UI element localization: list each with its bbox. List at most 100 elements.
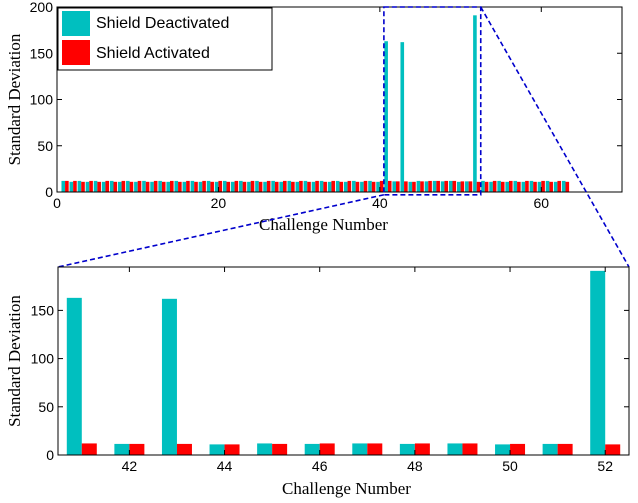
overview-bar-deactivated (247, 181, 251, 192)
overview-bar-deactivated (481, 180, 485, 192)
overview-bar-deactivated (513, 180, 518, 192)
overview-bar-deactivated (400, 42, 405, 193)
zoomed-y-axis-label: Standard Deviation (5, 295, 24, 427)
overview-bars (61, 15, 570, 193)
overview-bar-deactivated (327, 181, 332, 192)
overview-bar-activated (178, 181, 182, 192)
zoomed-bar-deactivated (257, 443, 273, 455)
overview-bar-deactivated (448, 180, 453, 192)
overview-bar-deactivated (311, 181, 316, 192)
overview-bar-deactivated (521, 181, 526, 192)
overview-bar-deactivated (456, 181, 461, 192)
overview-bar-activated (452, 180, 457, 192)
overview-bar-activated (97, 181, 101, 192)
zoomed-bar-deactivated (399, 443, 415, 455)
overview-bar-activated (541, 180, 545, 192)
overview-y-tick-label: 150 (30, 45, 54, 61)
overview-bar-deactivated (206, 180, 211, 192)
overview-bar-activated (557, 180, 562, 192)
zoomed-bar-activated (224, 444, 240, 455)
overview-bar-activated (420, 181, 424, 192)
overview-bar-activated (517, 181, 521, 192)
overview-bar-deactivated (553, 181, 558, 192)
overview-bar-deactivated (319, 180, 324, 192)
overview-bar-deactivated (77, 180, 82, 192)
overview-bar-activated (371, 181, 376, 192)
overview-bar-activated (533, 181, 537, 192)
overview-bar-deactivated (109, 180, 114, 192)
overview-bar-deactivated (295, 181, 300, 192)
overview-bar-deactivated (271, 180, 275, 192)
overview-bar-activated (81, 181, 85, 192)
overview-bar-deactivated (190, 180, 195, 192)
overview-bar-activated (89, 180, 93, 192)
zoomed-bar-activated (367, 443, 383, 455)
overview-bar-activated (153, 180, 158, 192)
overview-bar-activated (436, 180, 440, 192)
overview-bar-activated (145, 181, 150, 192)
legend-swatch-shield-deactivated (62, 11, 90, 36)
overview-bar-deactivated (174, 180, 179, 192)
overview-chart: 0 20 40 60 0 50 100 150 200 Challenge Number Sta… (5, 0, 623, 234)
overview-bar-deactivated (279, 181, 283, 192)
overview-bar-deactivated (489, 181, 493, 192)
overview-x-tick-label: 40 (372, 195, 388, 211)
overview-bar-activated (161, 181, 166, 192)
overview-bar-deactivated (408, 181, 413, 192)
overview-bar-activated (460, 181, 465, 192)
overview-bar-activated (299, 180, 303, 192)
zoomed-bar-activated (81, 443, 97, 455)
overview-bar-activated (258, 181, 263, 192)
overview-bar-activated (194, 181, 198, 192)
overview-bar-activated (444, 180, 449, 192)
overview-bar-deactivated (255, 180, 259, 192)
overview-bar-activated (468, 181, 473, 192)
overview-bar-deactivated (392, 181, 396, 192)
overview-bar-activated (476, 181, 481, 192)
zoomed-bar-deactivated (495, 444, 511, 455)
overview-bar-activated (137, 180, 142, 192)
overview-bar-activated (323, 181, 327, 192)
overview-bar-deactivated (416, 180, 421, 192)
overview-bar-deactivated (182, 181, 187, 192)
zoomed-bar-activated (557, 443, 573, 455)
overview-y-tick-label: 50 (37, 138, 53, 154)
zoomed-bar-deactivated (66, 297, 82, 455)
overview-bar-deactivated (85, 181, 90, 192)
overview-bar-deactivated (287, 180, 292, 192)
zoomed-bar-activated (462, 443, 478, 455)
overview-bar-deactivated (150, 181, 154, 192)
overview-bar-activated (234, 180, 239, 192)
overview-bar-deactivated (465, 181, 469, 192)
overview-bar-deactivated (384, 41, 388, 192)
overview-bar-activated (509, 180, 513, 192)
overview-bar-activated (242, 181, 247, 192)
zoomed-bar-deactivated (304, 443, 320, 455)
overview-y-tick-label: 0 (45, 184, 53, 200)
overview-y-tick-label: 100 (30, 92, 54, 108)
overview-bar-activated (105, 180, 110, 192)
zoomed-bar-activated (510, 443, 526, 455)
zoomed-bar-deactivated (209, 444, 225, 455)
legend: Shield Deactivated Shield Activated (57, 7, 273, 71)
overview-bar-deactivated (117, 181, 122, 192)
overview-bar-activated (492, 180, 497, 192)
zoomed-x-tick-label: 42 (122, 458, 138, 474)
zoomed-bar-deactivated (590, 270, 606, 455)
zoomed-bar-deactivated (447, 443, 463, 455)
zoomed-ticks: 42 44 46 48 50 52 0 50 100 150 (31, 267, 629, 474)
overview-bar-activated (549, 181, 553, 192)
zoomed-bar-activated (129, 443, 145, 455)
overview-bar-deactivated (214, 181, 219, 192)
zoomed-bar-activated (176, 443, 192, 455)
overview-x-tick-label: 60 (533, 195, 549, 211)
zoomed-bar-deactivated (542, 443, 558, 455)
overview-bar-activated (396, 181, 400, 192)
zoomed-x-tick-label: 48 (407, 458, 423, 474)
overview-bar-deactivated (352, 180, 356, 192)
zoomed-y-tick-label: 100 (31, 351, 55, 367)
overview-bar-activated (355, 181, 360, 192)
overview-bar-activated (404, 181, 408, 192)
zoomed-x-tick-label: 52 (597, 458, 613, 474)
overview-bar-deactivated (303, 180, 308, 192)
